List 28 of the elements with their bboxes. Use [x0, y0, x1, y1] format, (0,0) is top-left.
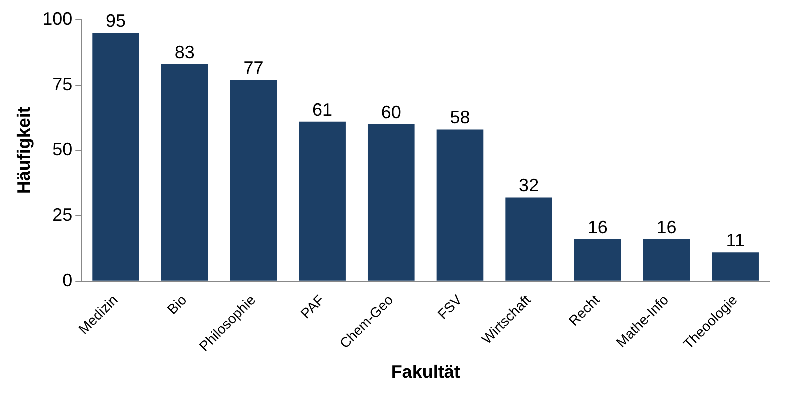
bar — [506, 198, 552, 281]
y-tick-label: 25 — [52, 204, 73, 225]
x-tick-label: Bio — [164, 292, 190, 318]
data-label: 32 — [519, 176, 540, 196]
bar — [230, 80, 278, 281]
bar — [436, 130, 484, 281]
data-label: 95 — [106, 11, 126, 32]
y-tick-label: 100 — [42, 8, 73, 29]
data-label: 60 — [381, 102, 402, 123]
data-label: 58 — [450, 108, 470, 128]
y-tick-label: 75 — [52, 74, 73, 94]
data-label: 77 — [244, 58, 264, 78]
bar — [92, 33, 140, 281]
y-tick-label: 50 — [52, 140, 73, 160]
y-tick-label: 0 — [62, 270, 73, 290]
bar — [574, 240, 622, 281]
data-label: 83 — [174, 42, 195, 62]
data-label: 11 — [726, 230, 745, 251]
bar — [299, 122, 346, 281]
bar — [712, 252, 759, 281]
bar — [368, 124, 415, 281]
data-label: 16 — [588, 217, 608, 238]
x-axis-title: Fakultät — [391, 362, 460, 382]
data-label: 61 — [312, 100, 333, 120]
data-label: 16 — [656, 217, 677, 238]
y-axis-title: Häufigkeit — [14, 107, 34, 194]
bar — [161, 64, 208, 281]
bar — [643, 240, 690, 281]
